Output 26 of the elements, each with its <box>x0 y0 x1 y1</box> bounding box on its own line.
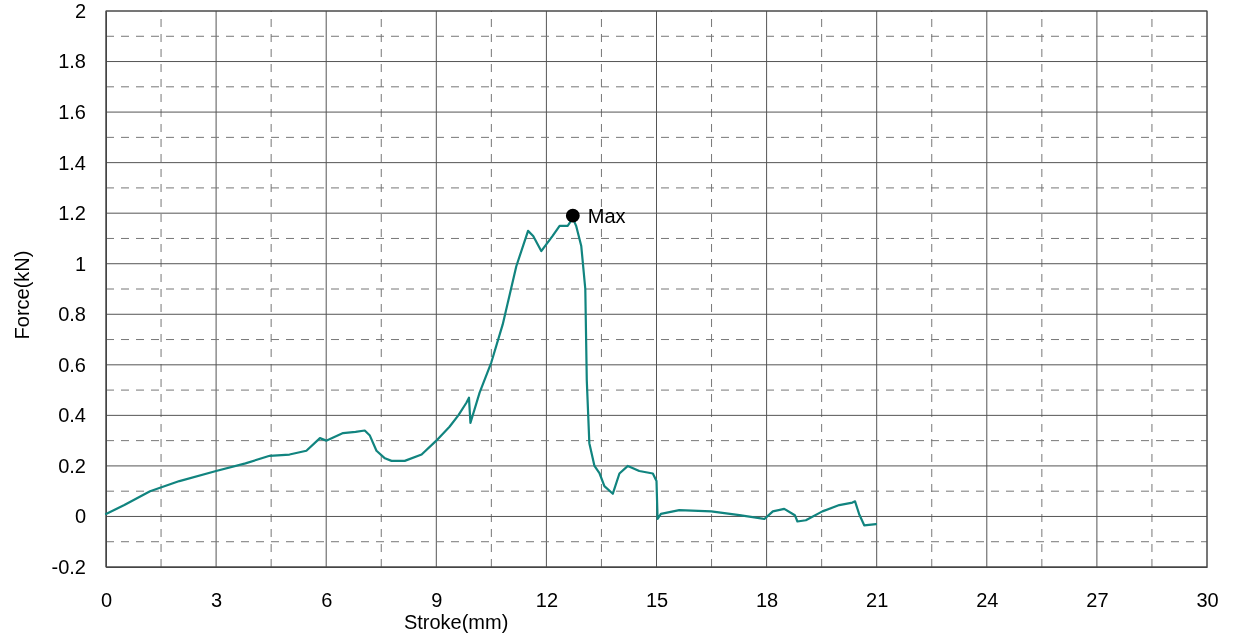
x-axis-title: Stroke(mm) <box>403 611 509 633</box>
x-tick-label: 24 <box>976 589 999 612</box>
annotation: Max <box>587 205 626 228</box>
x-tick-label: 18 <box>755 589 779 612</box>
x-tick-label: 6 <box>321 589 333 612</box>
x-tick-label: 12 <box>535 589 559 612</box>
y-tick-label: 0.8 <box>58 303 86 326</box>
y-tick-label: 0.4 <box>58 404 86 427</box>
y-tick-label: 2 <box>74 0 86 22</box>
y-tick-label: -0.2 <box>51 555 86 578</box>
x-tick-label: 15 <box>645 589 669 612</box>
y-tick-label: 0 <box>74 505 86 528</box>
x-tick-label: 0 <box>100 589 113 612</box>
x-tick-label: 27 <box>1086 589 1109 612</box>
x-tick-label: 30 <box>1196 589 1219 612</box>
y-tick-label: 1.8 <box>58 50 86 73</box>
y-axis-title: Force(kN) <box>11 250 33 340</box>
y-tick-label: 0.2 <box>58 454 86 477</box>
y-tick-label: 1.4 <box>58 151 86 174</box>
y-tick-label: 0.6 <box>58 353 86 376</box>
x-tick-label: 9 <box>431 589 443 612</box>
y-tick-label: 1.2 <box>58 202 86 225</box>
y-tick-label: 1.6 <box>58 100 86 123</box>
x-tick-label: 21 <box>866 589 889 612</box>
y-tick-label: 1 <box>74 252 86 275</box>
x-tick-label: 3 <box>211 589 223 612</box>
